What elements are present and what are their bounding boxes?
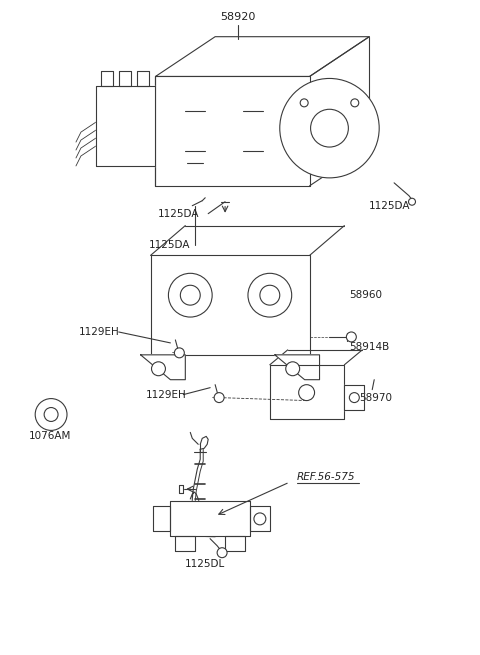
Text: 1129EH: 1129EH — [145, 390, 186, 400]
Circle shape — [174, 348, 184, 358]
Polygon shape — [175, 536, 195, 551]
Text: 58920: 58920 — [220, 12, 256, 22]
Circle shape — [347, 332, 356, 342]
Text: 1125DL: 1125DL — [185, 559, 225, 569]
Polygon shape — [275, 355, 320, 380]
Circle shape — [286, 362, 300, 376]
Circle shape — [214, 392, 224, 403]
Polygon shape — [156, 37, 369, 77]
Text: 58970: 58970 — [360, 392, 392, 403]
Polygon shape — [156, 77, 310, 186]
Circle shape — [217, 548, 227, 557]
Polygon shape — [153, 506, 170, 531]
Text: 58960: 58960 — [349, 290, 383, 300]
Circle shape — [280, 79, 379, 178]
Text: REF.56-575: REF.56-575 — [297, 472, 355, 482]
Circle shape — [248, 273, 292, 317]
Text: 1125DA: 1125DA — [148, 240, 190, 250]
Polygon shape — [250, 506, 270, 531]
Text: 1125DA: 1125DA — [157, 209, 199, 219]
Polygon shape — [344, 384, 364, 409]
Circle shape — [299, 384, 314, 401]
Polygon shape — [180, 485, 183, 493]
Circle shape — [300, 99, 308, 107]
Text: 58914B: 58914B — [349, 342, 390, 352]
Circle shape — [44, 407, 58, 421]
Text: 1129EH: 1129EH — [79, 327, 120, 337]
Circle shape — [311, 109, 348, 147]
Polygon shape — [101, 71, 113, 86]
Polygon shape — [119, 71, 131, 86]
Polygon shape — [141, 355, 185, 380]
Circle shape — [35, 399, 67, 430]
Circle shape — [152, 362, 166, 376]
Text: 1125DA: 1125DA — [368, 200, 410, 211]
Polygon shape — [151, 255, 310, 355]
Circle shape — [180, 285, 200, 305]
Polygon shape — [170, 501, 250, 536]
Text: 1076AM: 1076AM — [29, 432, 72, 441]
Polygon shape — [96, 86, 156, 166]
Circle shape — [408, 198, 416, 205]
Polygon shape — [270, 365, 344, 419]
Circle shape — [351, 99, 359, 107]
Circle shape — [254, 513, 266, 525]
Circle shape — [349, 392, 360, 403]
Polygon shape — [225, 536, 245, 551]
Circle shape — [168, 273, 212, 317]
Polygon shape — [137, 71, 148, 86]
Circle shape — [260, 285, 280, 305]
